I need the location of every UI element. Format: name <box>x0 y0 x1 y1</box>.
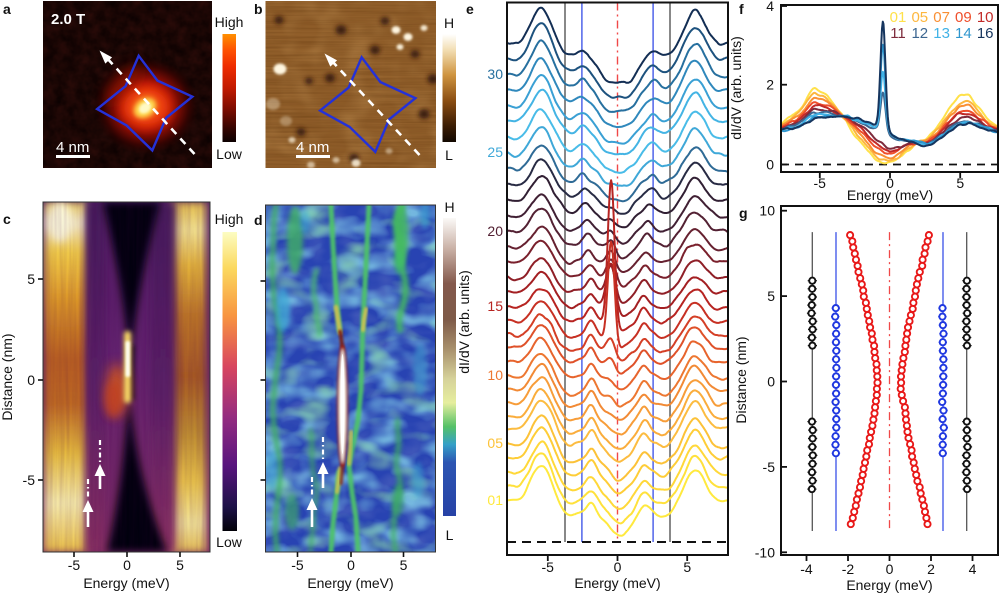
svg-text:05: 05 <box>487 435 503 451</box>
svg-text:d: d <box>254 212 263 228</box>
svg-text:Distance (nm): Distance (nm) <box>0 333 15 420</box>
svg-text:16: 16 <box>977 25 994 42</box>
svg-text:01: 01 <box>890 9 907 26</box>
svg-text:0: 0 <box>123 557 131 573</box>
svg-text:High: High <box>215 14 244 30</box>
svg-text:-5: -5 <box>763 459 776 475</box>
svg-text:4 nm: 4 nm <box>296 139 329 156</box>
svg-text:L: L <box>445 147 453 163</box>
svg-text:Low: Low <box>216 534 243 550</box>
svg-text:5: 5 <box>400 557 408 573</box>
svg-text:-4: -4 <box>800 561 813 577</box>
svg-text:4: 4 <box>766 0 774 14</box>
svg-text:0: 0 <box>766 157 774 173</box>
svg-text:-5: -5 <box>542 559 555 575</box>
svg-text:dI/dV (arb. units): dI/dV (arb. units) <box>456 270 472 374</box>
svg-text:e: e <box>466 1 474 17</box>
svg-text:05: 05 <box>911 9 928 26</box>
svg-text:High: High <box>215 211 244 227</box>
svg-text:14: 14 <box>955 25 972 42</box>
svg-text:2: 2 <box>766 77 774 93</box>
svg-text:-5: -5 <box>291 557 304 573</box>
svg-text:25: 25 <box>487 144 503 160</box>
svg-text:12: 12 <box>911 25 928 42</box>
svg-text:4: 4 <box>969 561 977 577</box>
svg-text:Distance (nm): Distance (nm) <box>733 336 749 423</box>
svg-text:H: H <box>444 15 454 31</box>
svg-text:10: 10 <box>487 367 503 383</box>
svg-text:Energy (meV): Energy (meV) <box>847 187 933 203</box>
svg-text:15: 15 <box>487 298 503 314</box>
svg-text:dI/dV (arb. units): dI/dV (arb. units) <box>728 36 744 140</box>
svg-text:30: 30 <box>487 66 503 82</box>
svg-text:13: 13 <box>933 25 950 42</box>
svg-text:H: H <box>444 199 454 215</box>
svg-text:4 nm: 4 nm <box>56 139 89 156</box>
svg-text:2.0 T: 2.0 T <box>51 11 85 28</box>
svg-text:Low: Low <box>216 146 243 162</box>
svg-text:Energy (meV): Energy (meV) <box>846 577 932 593</box>
svg-text:11: 11 <box>890 25 906 42</box>
svg-text:-10: -10 <box>755 544 775 560</box>
svg-text:10: 10 <box>759 203 775 219</box>
svg-text:09: 09 <box>955 9 972 26</box>
svg-text:0: 0 <box>27 372 35 388</box>
svg-text:01: 01 <box>487 492 503 508</box>
svg-text:07: 07 <box>933 9 950 26</box>
svg-text:20: 20 <box>487 223 503 239</box>
svg-text:5: 5 <box>956 175 964 191</box>
svg-text:0: 0 <box>886 175 894 191</box>
svg-text:f: f <box>739 1 744 17</box>
svg-text:-2: -2 <box>842 561 855 577</box>
svg-text:L: L <box>446 527 454 543</box>
svg-text:Energy (meV): Energy (meV) <box>574 575 660 591</box>
svg-text:a: a <box>3 1 11 17</box>
svg-text:g: g <box>739 205 748 221</box>
svg-text:c: c <box>3 211 11 227</box>
svg-text:10: 10 <box>977 9 994 26</box>
svg-text:5: 5 <box>176 557 184 573</box>
svg-text:0: 0 <box>347 557 355 573</box>
svg-text:-5: -5 <box>814 175 827 191</box>
svg-text:0: 0 <box>886 561 894 577</box>
svg-text:-5: -5 <box>23 472 36 488</box>
svg-text:5: 5 <box>767 288 775 304</box>
svg-text:0: 0 <box>614 559 622 575</box>
svg-text:0: 0 <box>767 374 775 390</box>
svg-text:Energy (meV): Energy (meV) <box>307 575 393 591</box>
svg-text:5: 5 <box>683 559 691 575</box>
svg-text:b: b <box>254 1 263 17</box>
svg-text:-5: -5 <box>68 557 81 573</box>
svg-text:2: 2 <box>927 561 935 577</box>
svg-text:Energy (meV): Energy (meV) <box>83 575 169 591</box>
svg-text:5: 5 <box>27 271 35 287</box>
